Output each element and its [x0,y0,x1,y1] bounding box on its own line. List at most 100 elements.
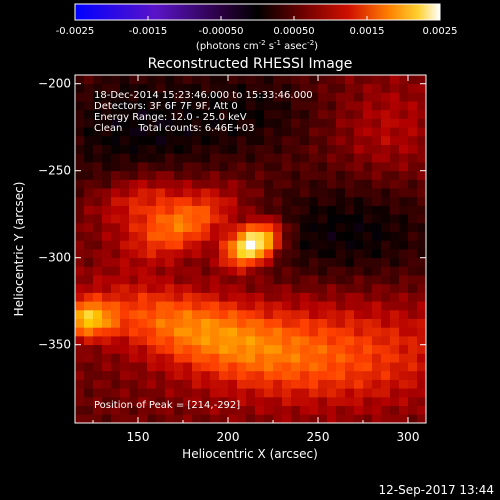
heatmap-cell [381,370,391,380]
heatmap-cell [75,301,85,311]
heatmap-cell [291,275,301,285]
heatmap-cell [165,83,175,93]
heatmap-cell [327,353,337,363]
heatmap-cell [201,396,211,406]
heatmap-cell [237,231,247,241]
heatmap-cell [399,75,409,85]
heatmap-cell [345,257,355,267]
heatmap-cell [156,275,166,285]
heatmap-cell [201,362,211,372]
heatmap-cell [255,109,265,119]
heatmap-cell [228,362,238,372]
heatmap-cell [264,309,274,319]
heatmap-cell [291,249,301,259]
heatmap-cell [318,344,328,354]
heatmap-cell [264,135,274,145]
heatmap-cell [219,92,229,102]
heatmap-cell [282,188,292,198]
heatmap-cell [111,222,121,232]
heatmap-cell [93,162,103,172]
heatmap-cell [228,170,238,180]
heatmap-cell [264,336,274,346]
heatmap-cell [75,179,85,189]
heatmap-cell [111,266,121,276]
heatmap-cell [129,275,139,285]
heatmap-cell [192,83,202,93]
heatmap-cell [264,222,274,232]
heatmap-cell [102,162,112,172]
heatmap-cell [399,405,409,415]
heatmap-cell [363,196,373,206]
heatmap-cell [318,275,328,285]
heatmap-cell [300,379,310,389]
heatmap-cell [183,101,193,111]
heatmap-cell [363,388,373,398]
heatmap-cell [174,231,184,241]
heatmap-cell [417,214,427,224]
heatmap-cell [345,179,355,189]
heatmap-cell [75,318,85,328]
heatmap-cell [84,118,94,128]
heatmap-cell [327,283,337,293]
heatmap-cell [129,214,139,224]
heatmap-cell [120,214,130,224]
heatmap-cell [300,283,310,293]
heatmap-cell [273,179,283,189]
heatmap-cell [300,318,310,328]
heatmap-cell [399,336,409,346]
heatmap-cell [336,127,346,137]
heatmap-cell [165,396,175,406]
heatmap-cell [201,101,211,111]
heatmap-cell [147,162,157,172]
heatmap-cell [309,162,319,172]
heatmap-cell [300,135,310,145]
heatmap-cell [345,92,355,102]
heatmap-cell [345,162,355,172]
heatmap-cell [408,144,418,154]
heatmap-cell [408,153,418,163]
heatmap-cell [201,135,211,145]
heatmap-cell [201,205,211,215]
heatmap-cell [237,188,247,198]
heatmap-cell [93,92,103,102]
chart-title: Reconstructed RHESSI Image [148,56,353,72]
heatmap-cell [165,153,175,163]
heatmap-cell [318,388,328,398]
heatmap-cell [291,101,301,111]
heatmap-cell [156,362,166,372]
heatmap-cell [390,118,400,128]
heatmap-cell [363,275,373,285]
heatmap-cell [210,214,220,224]
heatmap-cell [111,388,121,398]
heatmap-cell [129,318,139,328]
heatmap-cell [282,240,292,250]
heatmap-cell [399,370,409,380]
heatmap-cell [345,196,355,206]
colorbar-tick-label: -0.0015 [129,26,168,37]
heatmap-cell [282,362,292,372]
heatmap-cell [237,170,247,180]
heatmap-cell [327,153,337,163]
heatmap-cell [363,118,373,128]
heatmap-cell [390,370,400,380]
heatmap-cell [282,292,292,302]
heatmap-cell [273,153,283,163]
heatmap-cell [318,301,328,311]
heatmap-cell [273,266,283,276]
heatmap-cell [120,257,130,267]
heatmap-cell [390,257,400,267]
heatmap-cell [156,188,166,198]
heatmap-cell [201,153,211,163]
heatmap-cell [399,301,409,311]
heatmap-cell [138,292,148,302]
heatmap-cell [408,353,418,363]
heatmap-cell [381,92,391,102]
heatmap-cell [84,275,94,285]
heatmap-cell [327,162,337,172]
heatmap-cell [129,301,139,311]
heatmap-cell [111,362,121,372]
heatmap-cell [129,240,139,250]
heatmap-cell [246,135,256,145]
heatmap-cell [84,144,94,154]
heatmap-cell [372,257,382,267]
